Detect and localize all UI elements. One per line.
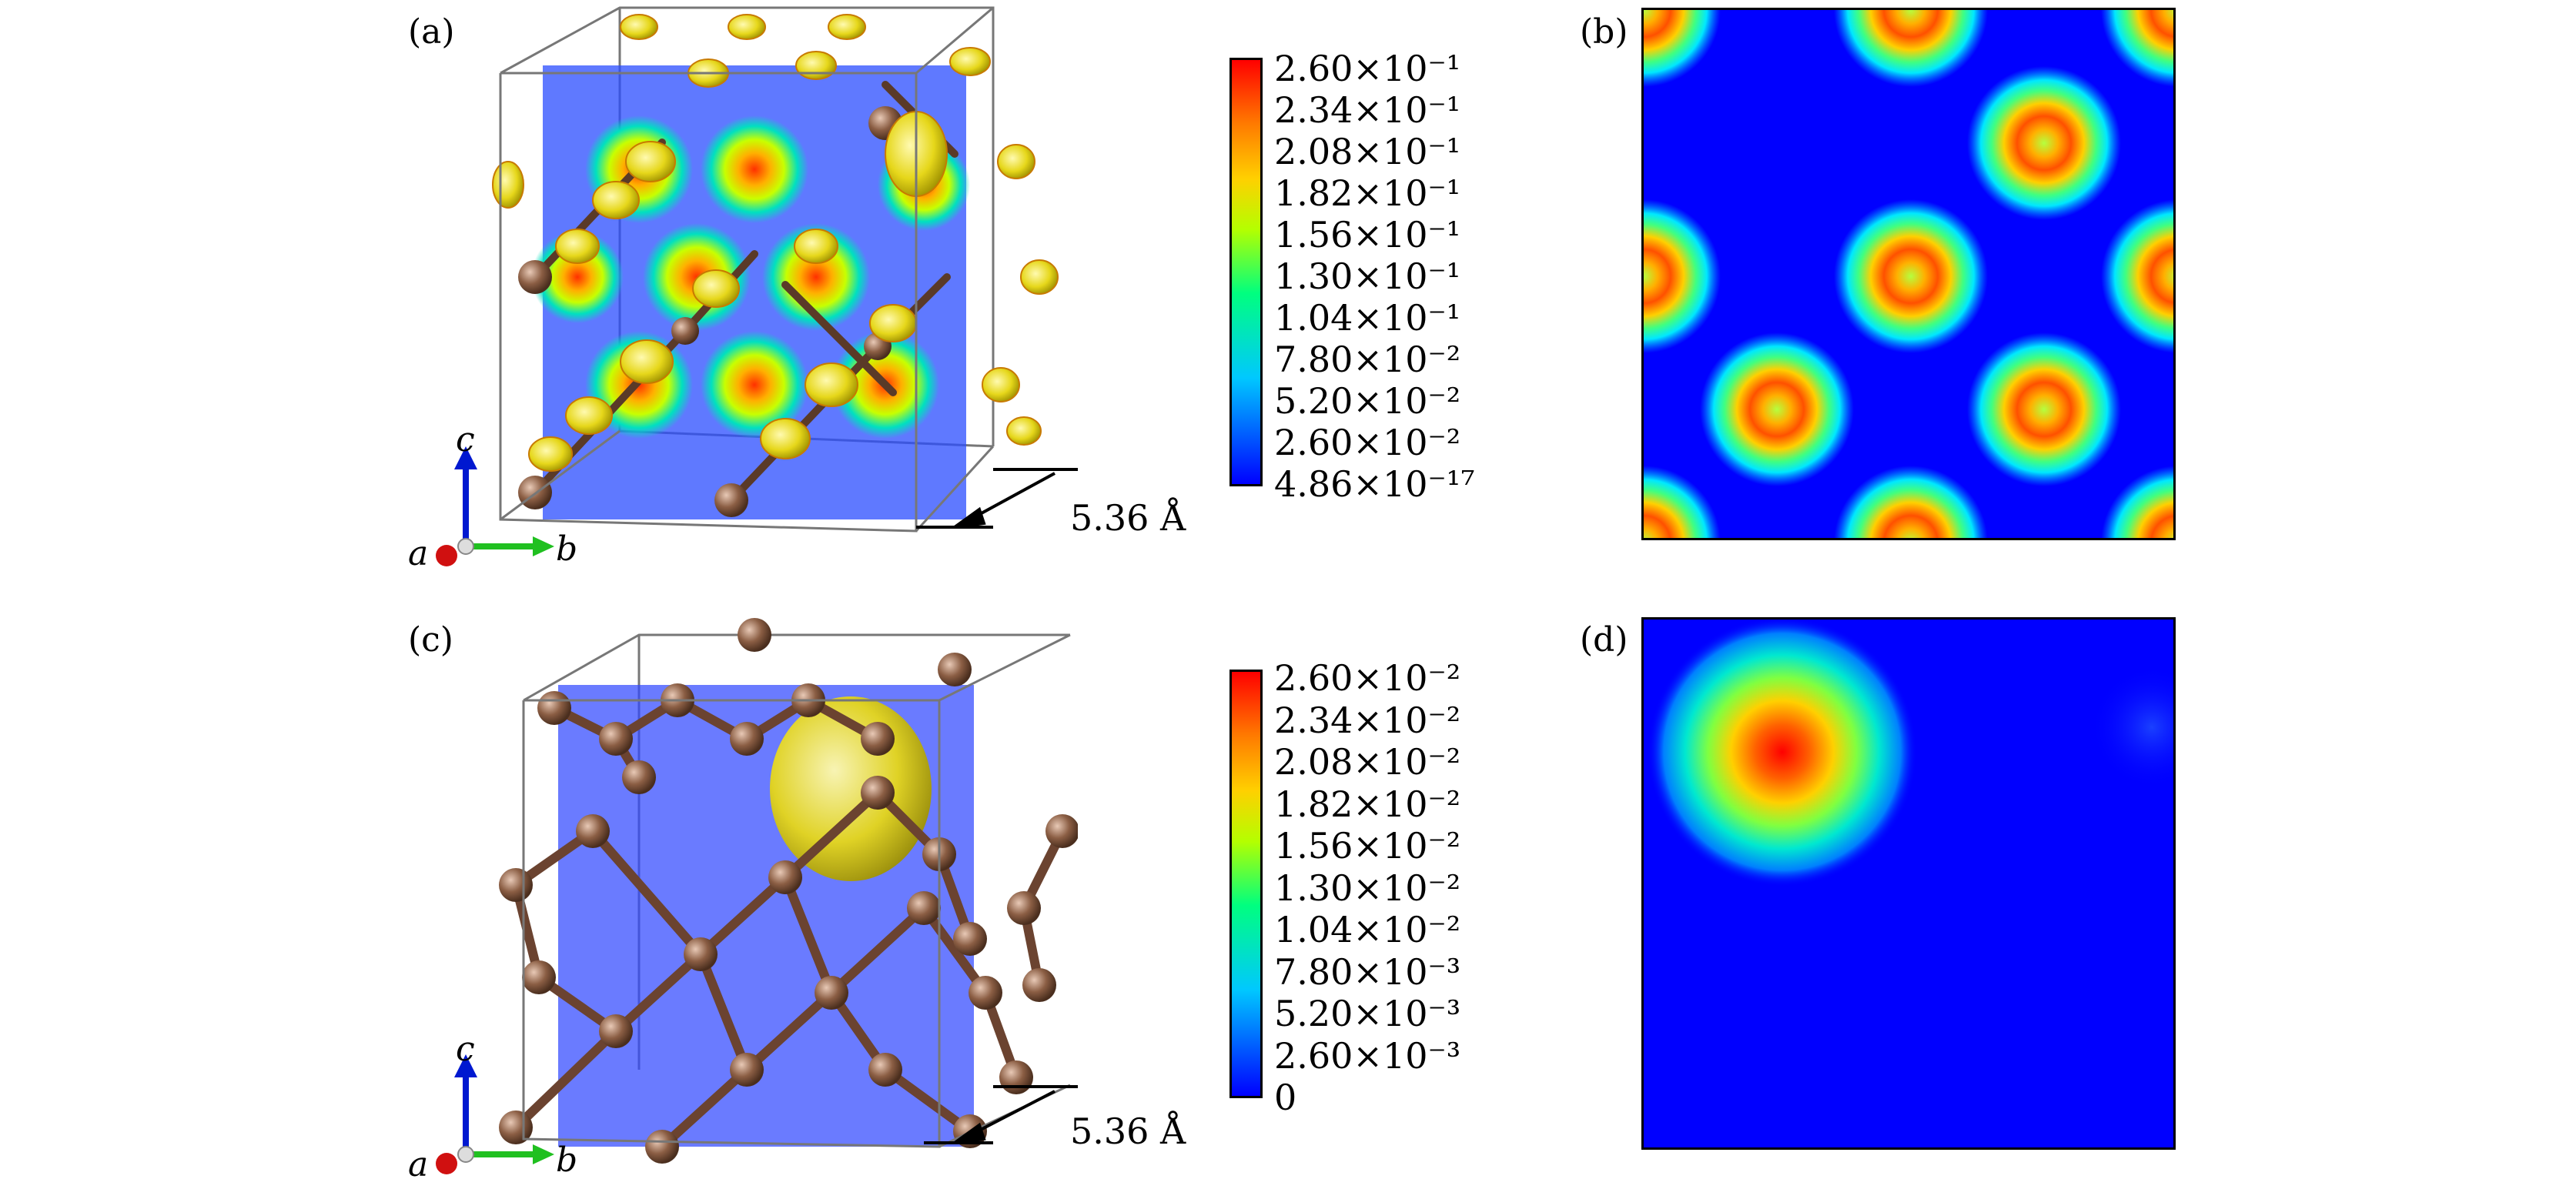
colorbar_top-tick-label: 1.30×10⁻¹ [1274, 256, 1461, 297]
dimension-arrow-a [916, 468, 1078, 529]
colorbar_top-tick-label: 7.80×10⁻² [1274, 339, 1461, 380]
axis-letter-a-c: a [408, 1145, 429, 1184]
colorbar_top-tick-label: 2.34×10⁻¹ [1274, 89, 1461, 131]
unit-cell-front-a [499, 6, 995, 533]
colorbar_bottom-tick-label: 2.08×10⁻² [1274, 741, 1461, 783]
colorbar_bottom-tick-label: 1.04×10⁻² [1274, 909, 1461, 950]
colorbar_top-tick-label: 4.86×10⁻¹⁷ [1274, 463, 1475, 505]
panel-label-d: (d) [1580, 620, 1628, 660]
panel-label-c: (c) [408, 620, 453, 660]
colorbar_top-tick-label: 1.56×10⁻¹ [1274, 214, 1461, 256]
colorbar_bottom-tick-label: 2.34×10⁻² [1274, 699, 1461, 741]
axis-letter-b-c: b [556, 1141, 578, 1180]
axis-indicator-a [436, 446, 554, 566]
colorbar_top-tick-label: 5.20×10⁻² [1274, 380, 1461, 422]
lattice-length-label-a: 5.36 Å [1070, 497, 1186, 539]
axis-indicator-c [436, 1054, 554, 1174]
colorbar_bottom-tick-label: 0 [1274, 1077, 1297, 1118]
structure-c [499, 618, 1078, 1164]
heatmap-d [1641, 617, 2176, 1150]
colorbar_top-tick-label: 2.60×10⁻¹ [1274, 48, 1461, 89]
heatmap-b [1641, 8, 2176, 540]
colorbar_bottom-tick-label: 1.82×10⁻² [1274, 783, 1461, 825]
lattice-length-label-c: 5.36 Å [1070, 1111, 1186, 1152]
colorbar_bottom-tick-label: 2.60×10⁻² [1274, 657, 1461, 699]
colorbar_bottom-tick-label: 7.80×10⁻³ [1274, 950, 1461, 993]
colorbar_bottom-tick-label: 1.30×10⁻² [1274, 867, 1461, 909]
colorbar_top-tick-label: 2.60×10⁻² [1274, 422, 1461, 463]
panel-label-b: (b) [1580, 12, 1628, 52]
colorbar_bottom-tick-label: 1.56×10⁻² [1274, 825, 1461, 867]
colorbar-top [1229, 58, 1263, 486]
colorbar_top-tick-label: 1.04×10⁻¹ [1274, 297, 1461, 339]
axis-letter-b-a: b [556, 529, 578, 569]
colorbar_top-tick-label: 1.82×10⁻¹ [1274, 172, 1461, 214]
atoms-a [518, 106, 902, 517]
axis-letter-c-a: c [456, 420, 475, 459]
elf-peaks-b [1644, 10, 2173, 538]
colorbar_bottom-tick-label: 2.60×10⁻³ [1274, 1034, 1461, 1077]
colorbar_top-tick-label: 2.08×10⁻¹ [1274, 131, 1461, 172]
colorbar_bottom-tick-label: 5.20×10⁻³ [1274, 993, 1461, 1034]
axis-letter-c-c: c [456, 1030, 475, 1069]
structure-a [492, 6, 1078, 533]
colorbar-bottom [1229, 670, 1263, 1098]
axis-letter-a-a: a [408, 534, 429, 573]
panel-label-a: (a) [408, 12, 455, 52]
